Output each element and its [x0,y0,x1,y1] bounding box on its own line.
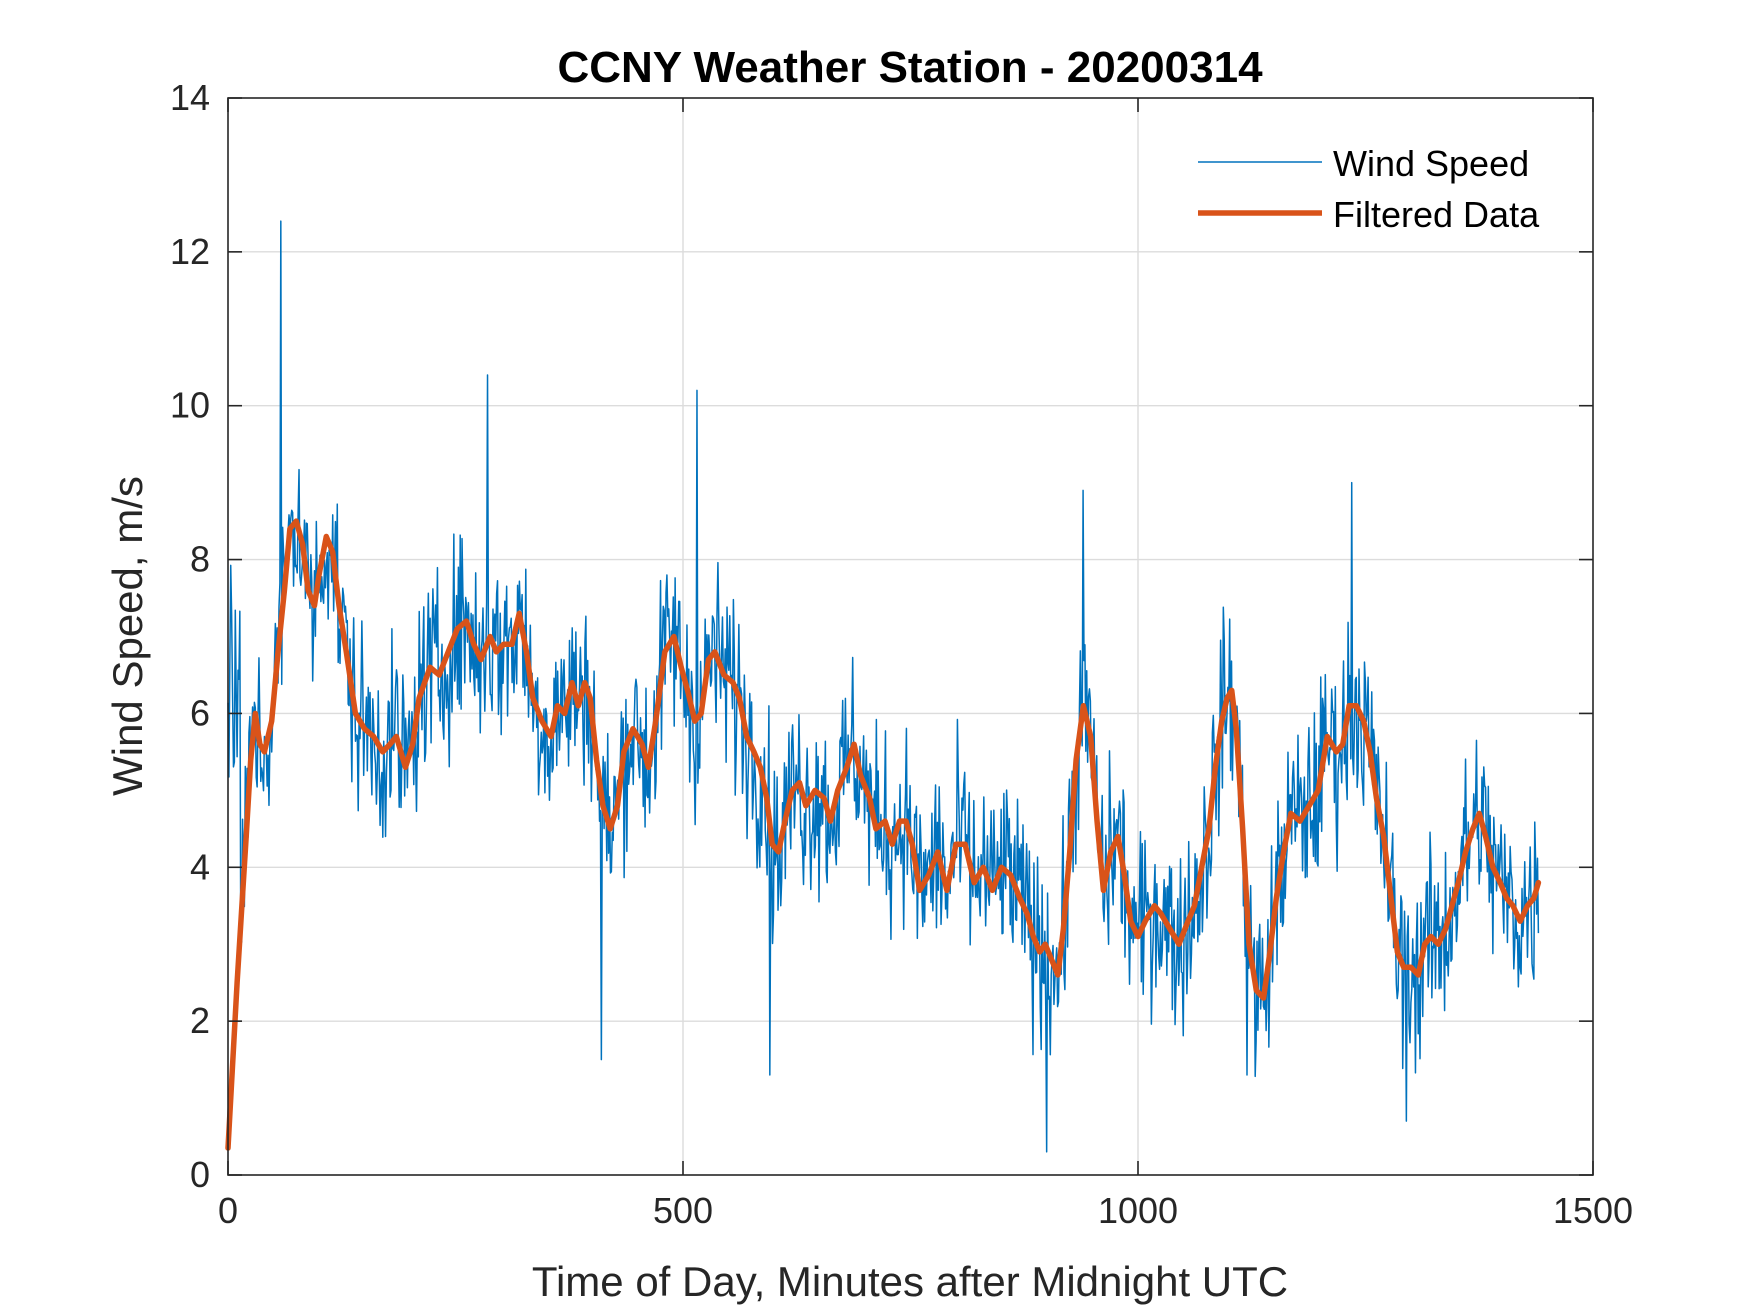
x-tick-label: 1500 [1553,1190,1633,1231]
x-tick-label: 500 [653,1190,713,1231]
y-tick-label: 0 [190,1154,210,1195]
series-filtered-data-line [225,518,1542,1151]
axes-box [227,97,1594,1176]
y-tick-label: 2 [190,1000,210,1041]
legend-label-wind-speed: Wind Speed [1333,143,1529,184]
y-tick-label: 8 [190,539,210,580]
y-tick-label: 12 [170,231,210,272]
series-wind-speed-line [227,220,1540,1153]
grid [228,98,1593,1175]
x-tick-label: 0 [218,1190,238,1231]
y-tick-label: 10 [170,385,210,426]
legend: Wind Speed Filtered Data [1198,143,1540,235]
tick-labels: 0 2 4 6 8 10 12 14 0 500 1000 1500 [170,77,1633,1231]
x-axis-label: Time of Day, Minutes after Midnight UTC [532,1258,1288,1305]
chart-title: CCNY Weather Station - 20200314 [557,43,1263,92]
series-layer [225,220,1542,1153]
ticks [227,97,1594,1176]
y-tick-label: 6 [190,692,210,733]
legend-label-filtered-data: Filtered Data [1333,194,1540,235]
y-axis-label: Wind Speed, m/s [104,476,151,796]
y-tick-label: 4 [190,846,210,887]
y-tick-label: 14 [170,77,210,118]
x-tick-label: 1000 [1098,1190,1178,1231]
